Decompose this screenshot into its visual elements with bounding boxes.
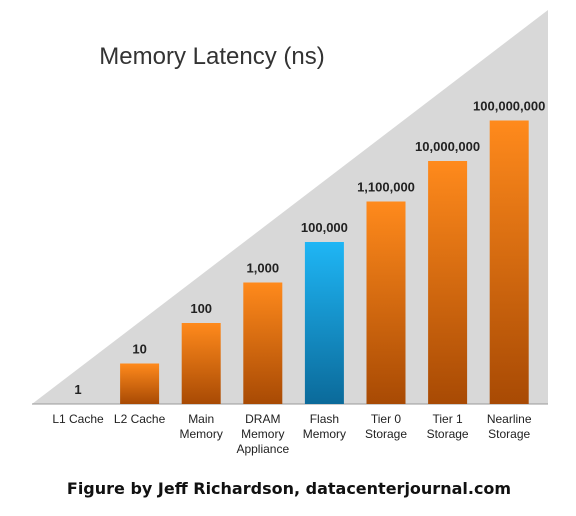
category-label-2-line-0: Main: [188, 412, 214, 426]
bar-4: [304, 242, 344, 404]
category-label-3-line-2: Appliance: [236, 442, 289, 456]
value-label-6: 10,000,000: [415, 139, 480, 154]
category-label-7-line-0: Nearline: [487, 412, 532, 426]
value-labels-layer: 1 10 100 1,000 100,000 1,100,000 10,000,000 100…: [74, 99, 545, 398]
category-label-0-line-0: L1 Cache: [52, 412, 104, 426]
category-label-6-line-0: Tier 1: [432, 412, 463, 426]
value-label-4: 100,000: [301, 220, 348, 235]
bar-7: [489, 120, 529, 404]
value-label-2: 100: [190, 301, 212, 316]
category-label-6-line-1: Storage: [427, 427, 469, 441]
category-label-3-line-0: DRAM: [245, 412, 280, 426]
category-label-5-line-1: Storage: [365, 427, 407, 441]
category-label-2-line-1: Memory: [180, 427, 223, 441]
chart-title: Memory Latency (ns): [99, 43, 324, 70]
category-label-4-line-0: Flash: [310, 412, 339, 426]
value-label-5: 1,100,000: [357, 180, 415, 195]
value-label-0: 1: [74, 382, 81, 397]
category-label-5-line-0: Tier 0: [371, 412, 402, 426]
category-label-1-line-0: L2 Cache: [114, 412, 166, 426]
bars-layer: [120, 120, 529, 404]
category-label-7-line-1: Storage: [488, 427, 530, 441]
value-label-3: 1,000: [247, 261, 280, 276]
category-label-4-line-1: Memory: [303, 427, 346, 441]
bar-3: [243, 282, 283, 404]
category-label-3-line-1: Memory: [241, 427, 284, 441]
category-labels-layer: L1 Cache L2 Cache MainMemoryDRAMMemoryAppl…: [52, 412, 532, 456]
bar-6: [428, 161, 468, 404]
background-triangle: [32, 10, 548, 404]
value-label-7: 100,000,000: [473, 99, 545, 114]
value-label-1: 10: [132, 342, 146, 357]
bar-2: [181, 323, 221, 404]
bar-5: [366, 201, 406, 404]
bar-1: [120, 363, 160, 404]
figure-caption: Figure by Jeff Richardson, datacenterjou…: [67, 479, 511, 498]
